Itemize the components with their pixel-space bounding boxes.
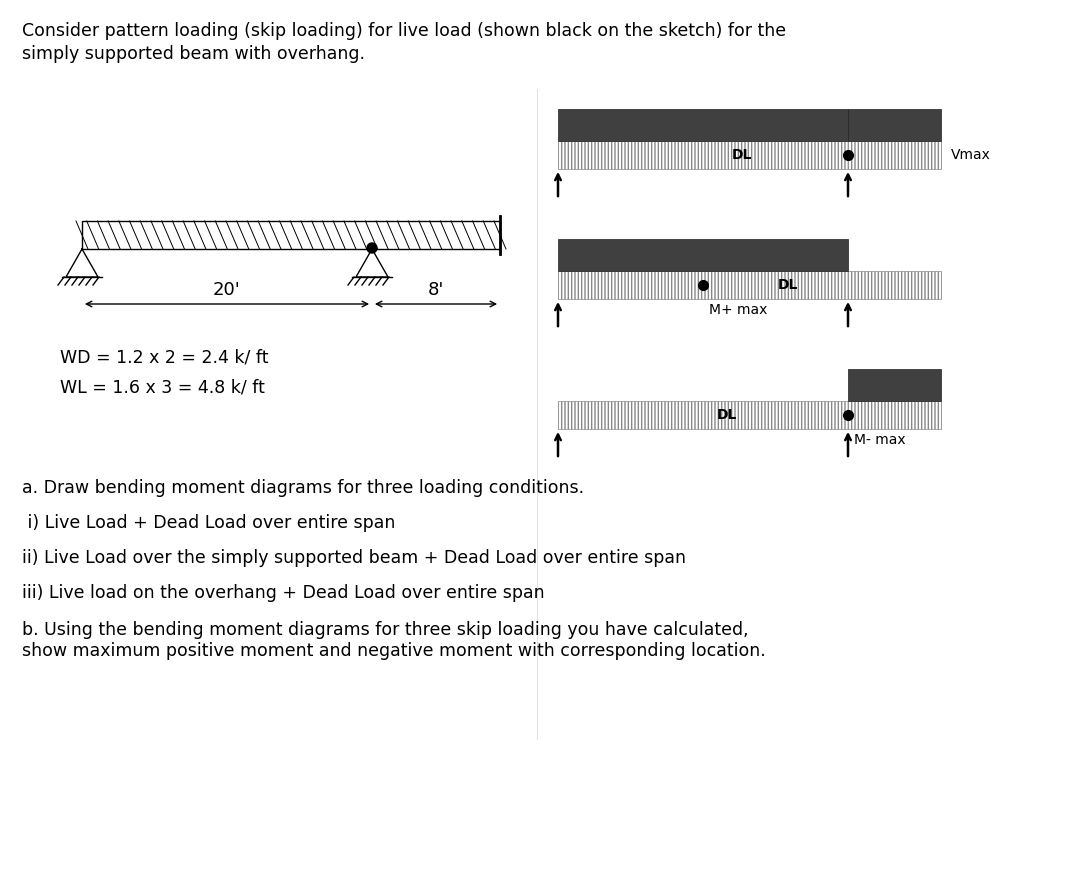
Text: iii) Live load on the overhang + Dead Load over entire span: iii) Live load on the overhang + Dead Lo… <box>21 584 545 602</box>
Text: Vmax: Vmax <box>950 148 991 162</box>
Bar <box>848 109 941 141</box>
Text: DL: DL <box>716 408 737 422</box>
Bar <box>558 239 848 271</box>
Bar <box>558 109 848 141</box>
Text: WL = 1.6 x 3 = 4.8 k/ ft: WL = 1.6 x 3 = 4.8 k/ ft <box>60 379 265 397</box>
Text: ii) Live Load over the simply supported beam + Dead Load over entire span: ii) Live Load over the simply supported … <box>21 549 686 567</box>
Text: 20': 20' <box>213 281 241 299</box>
Text: M- max: M- max <box>854 433 905 447</box>
Bar <box>848 141 941 169</box>
Text: WD = 1.2 x 2 = 2.4 k/ ft: WD = 1.2 x 2 = 2.4 k/ ft <box>60 349 268 367</box>
Text: Consider pattern loading (skip loading) for live load (shown black on the sketch: Consider pattern loading (skip loading) … <box>21 22 786 40</box>
Bar <box>82 221 500 249</box>
Text: DL: DL <box>778 278 798 292</box>
Bar <box>558 141 848 169</box>
Bar <box>558 271 848 299</box>
Bar <box>848 271 941 299</box>
Text: DL: DL <box>731 148 752 162</box>
Text: simply supported beam with overhang.: simply supported beam with overhang. <box>21 45 365 63</box>
Text: a. Draw bending moment diagrams for three loading conditions.: a. Draw bending moment diagrams for thre… <box>21 479 584 497</box>
Bar <box>848 369 941 401</box>
Text: M+ max: M+ max <box>709 303 768 317</box>
Text: i) Live Load + Dead Load over entire span: i) Live Load + Dead Load over entire spa… <box>21 514 395 532</box>
Bar <box>558 401 848 429</box>
Bar <box>848 401 941 429</box>
Text: b. Using the bending moment diagrams for three skip loading you have calculated,: b. Using the bending moment diagrams for… <box>21 621 766 660</box>
Circle shape <box>367 243 377 253</box>
Text: 8': 8' <box>427 281 445 299</box>
